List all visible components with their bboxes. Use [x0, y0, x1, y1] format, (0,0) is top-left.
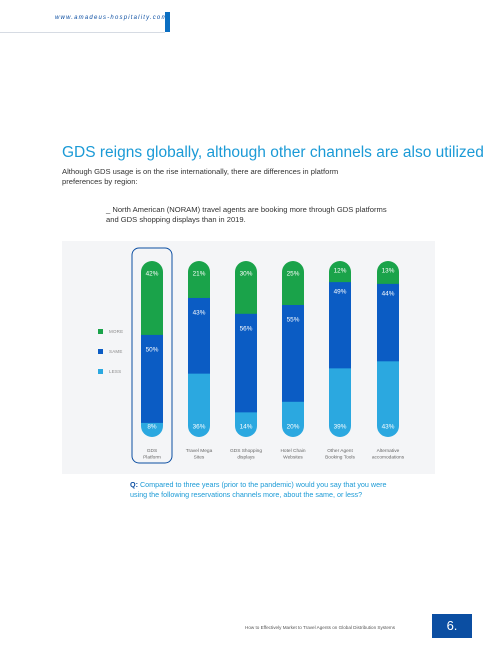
page-title: GDS reigns globally, although other chan… — [62, 144, 484, 161]
footer-title: How to Effectively Market to Travel Agen… — [245, 625, 396, 630]
legend-swatch-more — [98, 329, 103, 334]
legend-item-less: LESS — [98, 366, 123, 377]
legend-swatch-less — [98, 369, 103, 374]
bar-segment-same-hotel-chain-websites — [282, 305, 304, 403]
bar-segment-more-gds-platform — [141, 261, 163, 336]
header-bar — [0, 12, 165, 33]
bar-gds-shopping-displays — [235, 261, 257, 437]
category-label-hotel-chain-websites-line2: Websites — [283, 455, 303, 461]
website-url[interactable]: www.amadeus-hospitality.com — [55, 15, 168, 21]
data-label-same-alternative-accomodations: 44% — [382, 290, 395, 297]
legend-swatch-same — [98, 349, 103, 354]
bar-segment-less-alternative-accomodations — [377, 361, 399, 437]
bar-hotel-chain-websites — [282, 261, 304, 437]
question-prefix: Q: — [130, 480, 138, 489]
bar-segment-less-hotel-chain-websites — [282, 401, 304, 437]
bar-segment-same-gds-platform — [141, 334, 163, 424]
bar-segment-more-travel-mega-sites — [188, 261, 210, 299]
category-label-gds-platform-line1: GDS — [147, 448, 157, 454]
bar-segment-less-gds-shopping-displays — [235, 412, 257, 437]
legend-label-same: SAME — [109, 349, 123, 354]
intro-text: Although GDS usage is on the rise intern… — [62, 167, 339, 186]
chart-legend: MORE SAME LESS — [98, 326, 123, 386]
data-label-same-other-agent-booking-tools: 49% — [334, 289, 347, 296]
data-label-same-gds-shopping-displays: 56% — [240, 325, 253, 332]
data-label-same-gds-platform: 50% — [146, 346, 159, 353]
category-label-gds-platform-line2: Platform — [143, 455, 161, 461]
bar-gds-platform — [141, 261, 163, 437]
bar-segment-same-travel-mega-sites — [188, 297, 210, 375]
bar-segment-same-other-agent-booking-tools — [329, 282, 351, 369]
header-accent — [165, 12, 170, 32]
bar-alternative-accomodations — [377, 261, 399, 437]
legend-label-more: MORE — [109, 329, 124, 334]
category-label-travel-mega-sites-line2: Sites — [194, 455, 205, 461]
category-label-alternative-accomodations-line1: Alternative — [377, 448, 400, 454]
data-label-less-gds-platform: 8% — [147, 424, 157, 431]
data-label-more-alternative-accomodations: 13% — [382, 268, 395, 275]
data-label-less-hotel-chain-websites: 20% — [287, 424, 300, 431]
bar-segment-more-hotel-chain-websites — [282, 261, 304, 306]
legend-item-more: MORE — [98, 326, 123, 337]
bar-segment-less-other-agent-booking-tools — [329, 368, 351, 437]
category-label-other-agent-booking-tools-line2: Booking Tools — [325, 455, 355, 461]
survey-question: Q: Compared to three years (prior to the… — [130, 480, 390, 499]
category-label-other-agent-booking-tools-line1: Other Agent — [327, 448, 353, 454]
bar-segment-less-gds-platform — [141, 422, 163, 437]
category-label-travel-mega-sites-line1: Travel Mega — [186, 448, 213, 454]
bar-segment-more-other-agent-booking-tools — [329, 261, 351, 283]
category-label-hotel-chain-websites-line1: Hotel Chain — [280, 448, 305, 454]
category-label-gds-shopping-displays-line1: GDS Shopping — [230, 448, 262, 454]
bar-segment-less-travel-mega-sites — [188, 373, 210, 437]
data-label-less-other-agent-booking-tools: 39% — [334, 424, 347, 431]
bar-segment-more-gds-shopping-displays — [235, 261, 257, 315]
data-label-more-travel-mega-sites: 21% — [193, 271, 206, 278]
data-label-less-alternative-accomodations: 43% — [382, 424, 395, 431]
legend-label-less: LESS — [109, 369, 122, 374]
data-label-less-gds-shopping-displays: 14% — [240, 424, 253, 431]
category-label-alternative-accomodations-line2: accomodations — [372, 455, 405, 461]
data-label-more-other-agent-booking-tools: 12% — [334, 268, 347, 275]
highlight-frame-gds-platform — [131, 247, 173, 464]
page-number: 6. — [446, 618, 458, 633]
data-label-same-hotel-chain-websites: 55% — [287, 317, 300, 324]
data-label-same-travel-mega-sites: 43% — [193, 309, 206, 316]
bar-segment-more-alternative-accomodations — [377, 261, 399, 285]
legend-item-same: SAME — [98, 346, 123, 357]
bar-segment-same-alternative-accomodations — [377, 283, 399, 362]
data-label-more-gds-shopping-displays: 30% — [240, 271, 253, 278]
page-number-box: 6. — [432, 614, 472, 638]
data-label-less-travel-mega-sites: 36% — [193, 424, 206, 431]
question-text: Compared to three years (prior to the pa… — [130, 480, 387, 499]
bar-segment-same-gds-shopping-displays — [235, 313, 257, 413]
category-label-gds-shopping-displays-line2: displays — [237, 455, 255, 461]
data-label-more-hotel-chain-websites: 25% — [287, 271, 300, 278]
noram-callout: _ North American (NORAM) travel agents a… — [106, 205, 387, 224]
bar-other-agent-booking-tools — [329, 261, 351, 437]
chart-panel: 42% 50% 8% GDS Platform 21% 43% 36% Travel Mega S… — [62, 241, 435, 474]
data-label-more-gds-platform: 42% — [146, 271, 159, 278]
bar-travel-mega-sites — [188, 261, 210, 437]
